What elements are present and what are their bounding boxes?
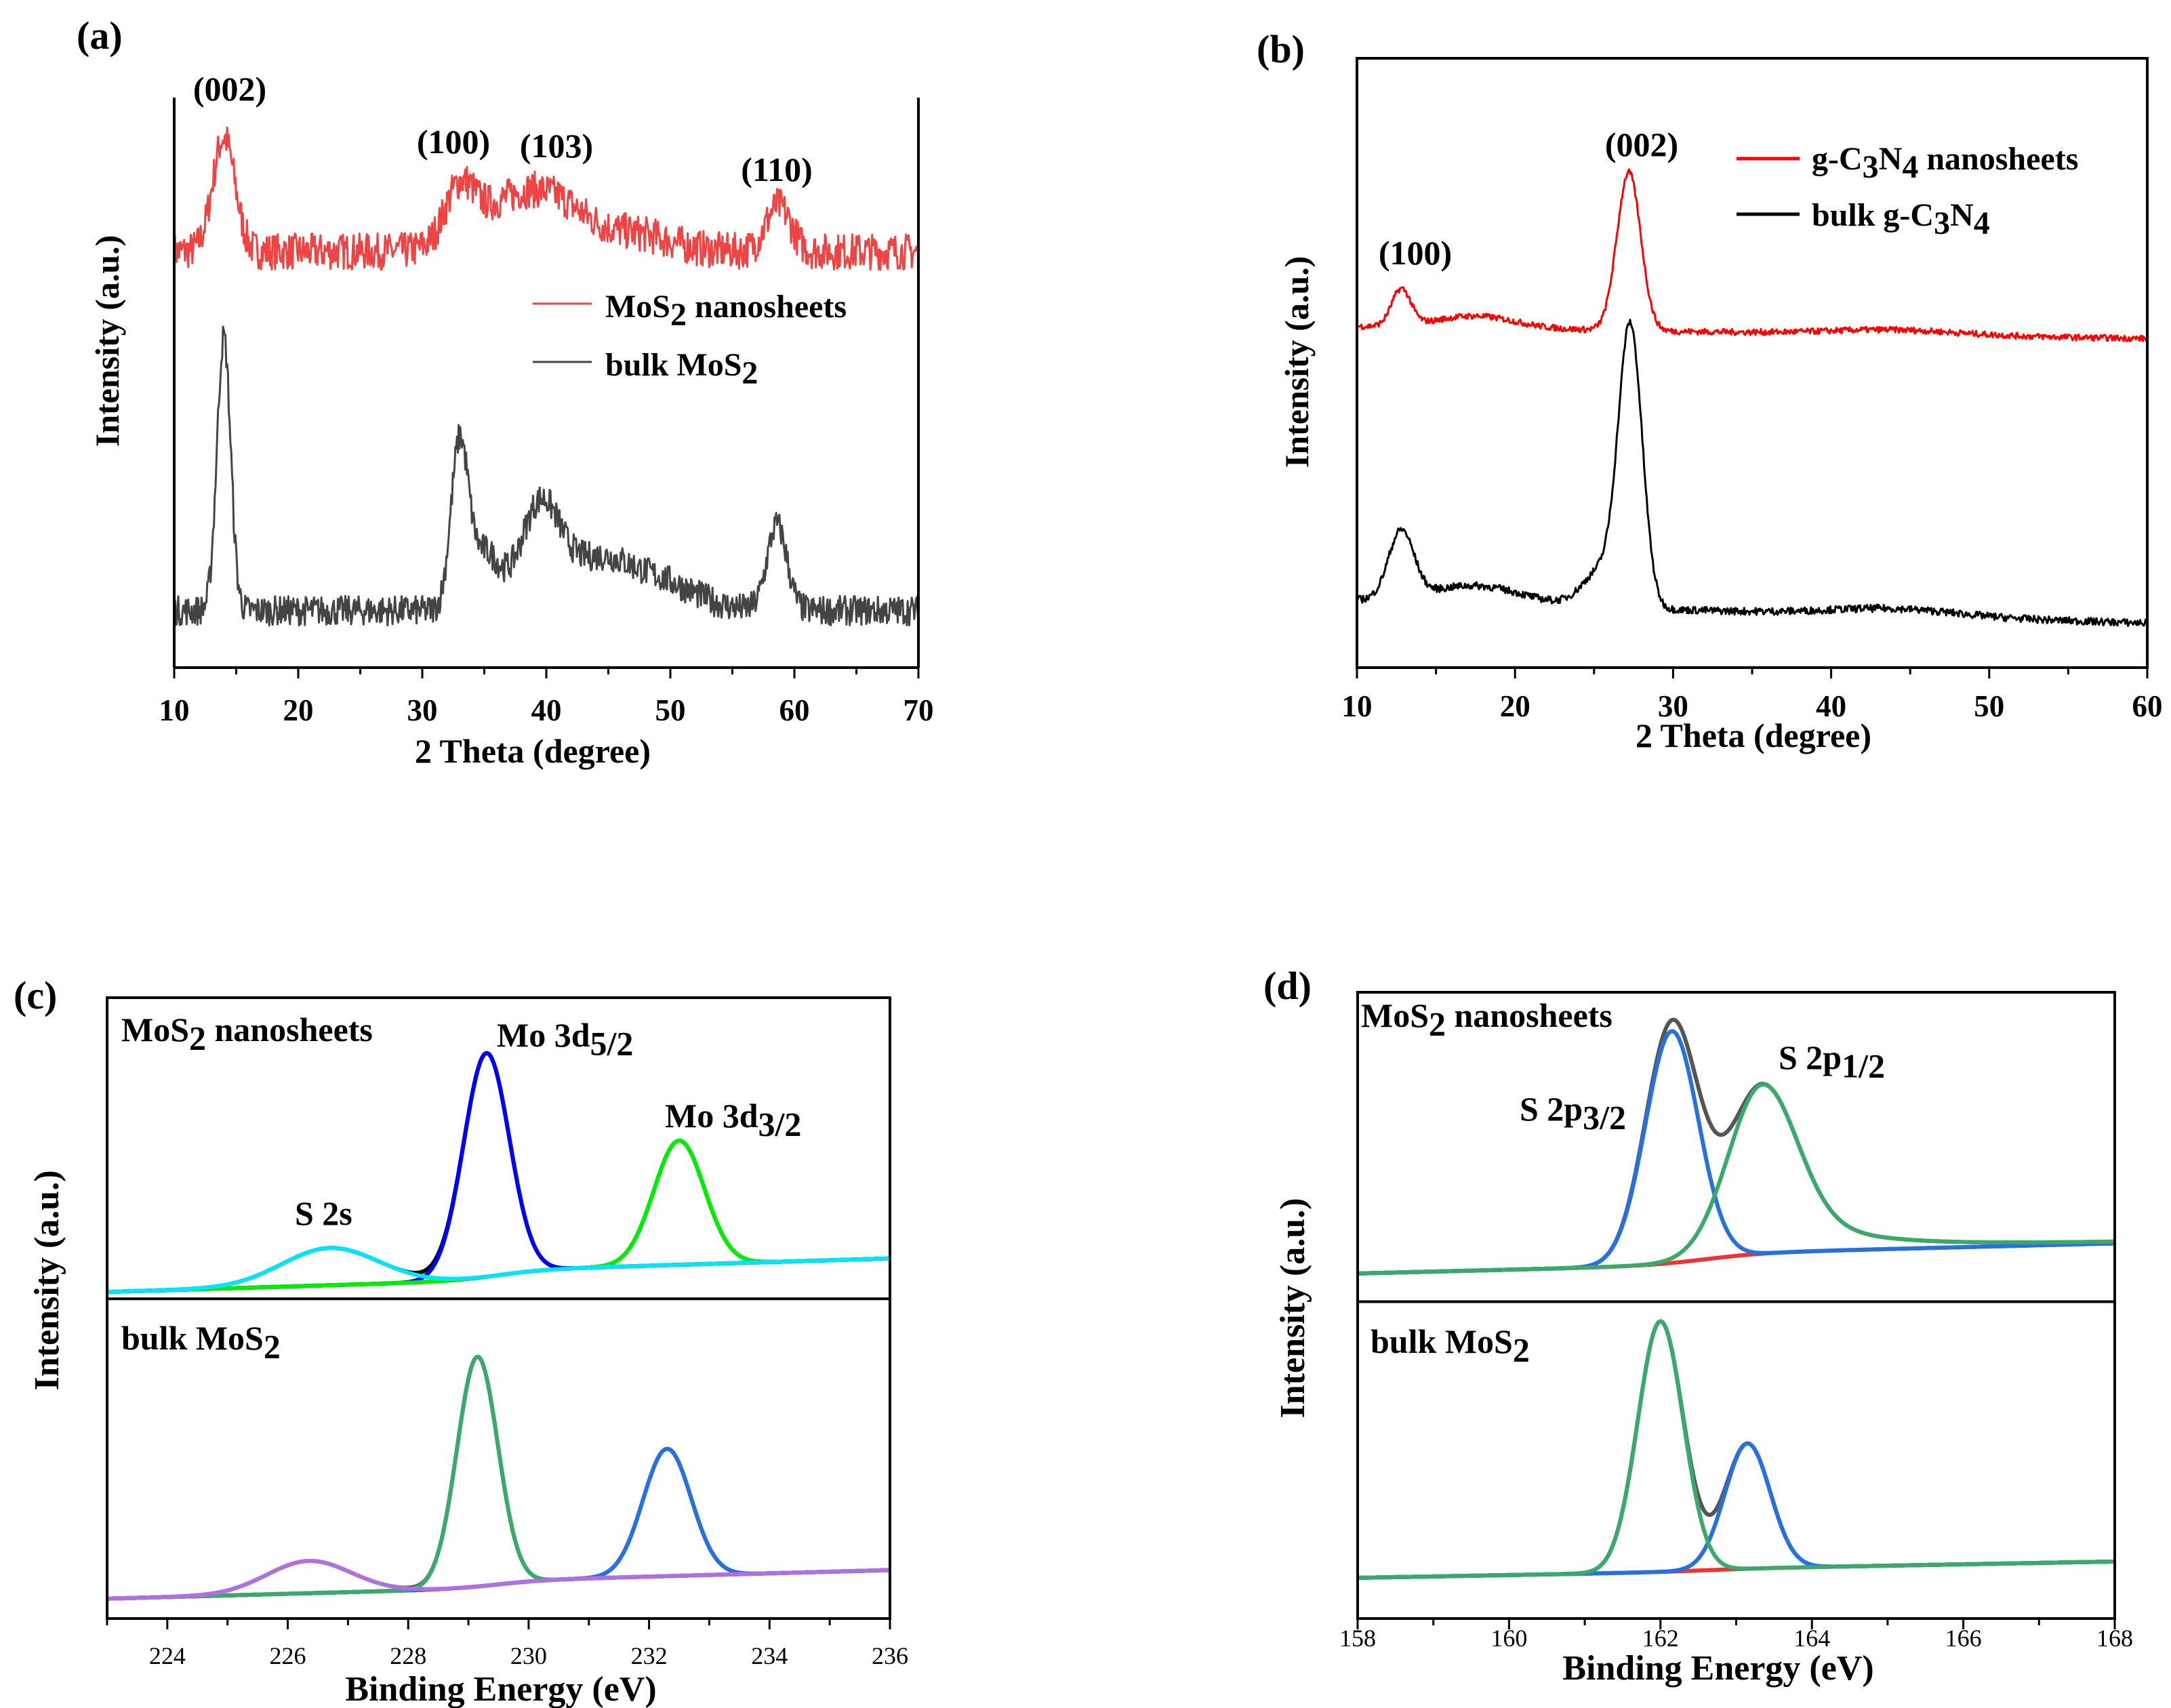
plot-frame (106, 996, 891, 1620)
x-tick-label: 230 (510, 1642, 547, 1669)
legend-label: MoS2​ nanosheets (605, 289, 847, 333)
series-line-bulk-s-2p1-2-component (1356, 1441, 2116, 1580)
series-line-mos2-nanosheets (173, 126, 920, 271)
panel-b: 10 20 30 40 50 60 (b) 2 Theta (degree) Intensity… (1257, 27, 2163, 754)
series-line-s-2p3-2-component (1356, 1029, 2116, 1276)
x-axis-title: 2 Theta (degree) (415, 732, 651, 770)
peak-annotation: MoS2​ nanosheets (121, 1011, 373, 1057)
x-tick-label: 20 (283, 693, 314, 727)
plot-frame (1356, 991, 2116, 1620)
peak-annotation: S 2s (295, 1194, 352, 1232)
series-line-bulk-s-2s-component (106, 1559, 891, 1601)
legend-label: bulk MoS2​ (605, 347, 758, 391)
x-tick-label: 20 (1500, 689, 1530, 723)
x-tick-label: 50 (655, 693, 686, 727)
panel-d: 158 160 162 164 166 168 (d) Binding Energy (eV)… (1263, 964, 2133, 1688)
x-tick-label: 40 (531, 693, 562, 727)
x-tick-label: 30 (407, 693, 438, 727)
x-tick-label: 234 (751, 1642, 788, 1669)
x-tick-label: 60 (779, 693, 810, 727)
x-axis-title: Binding Energy (eV) (1562, 1649, 1873, 1688)
peak-annotation: bulk MoS2​ (121, 1319, 281, 1366)
peak-annotation: (002) (193, 70, 266, 108)
x-tick-label: 166 (1945, 1625, 1982, 1652)
x-tick-label: 60 (2132, 689, 2163, 723)
x-tick-label: 226 (270, 1642, 306, 1669)
series-line-mo-3d3-2-component (106, 1138, 891, 1295)
series-line-bulk-mo-3d5-2-component (106, 1354, 891, 1601)
series-line-g-c3n4-nanosheets (1356, 168, 2149, 342)
panel-label: (c) (14, 973, 57, 1017)
series-line-bulk-mo-3d3-2-component (106, 1446, 891, 1601)
x-tick-label: 10 (1342, 689, 1373, 723)
x-tick-label: 228 (390, 1642, 426, 1669)
series-line-bulk-envelope (106, 1354, 891, 1601)
peak-annotation: (103) (520, 127, 593, 165)
x-tick-label: 224 (149, 1642, 186, 1669)
x-axis-title: Binding Energy (eV) (345, 1670, 656, 1708)
x-tick-label: 160 (1490, 1625, 1527, 1652)
peak-annotation: Mo 3d5/2​ (497, 1016, 633, 1063)
series-line-bulk-g-c3n4 (1356, 319, 2149, 627)
legend-label: bulk g-C3​N4​ (1812, 197, 1990, 241)
y-axis-title: Intensity (a.u.) (1278, 256, 1316, 468)
y-axis-title: Intensity (a.u.) (28, 1170, 66, 1390)
peak-annotation: MoS2​ nanosheets (1361, 996, 1612, 1043)
panel-a: 10 20 30 40 50 60 70 (a) 2 Theta (degree) Intensi… (77, 14, 934, 770)
peak-annotation: (100) (1379, 234, 1452, 272)
panel-label: (a) (77, 14, 123, 58)
x-tick-label: 164 (1793, 1625, 1830, 1652)
x-tick-label: 30 (1658, 689, 1688, 723)
series-line-bulk-mos2 (173, 325, 920, 627)
x-tick-label: 168 (2096, 1625, 2133, 1652)
x-tick-label: 10 (159, 693, 190, 727)
x-tick-label: 236 (872, 1642, 908, 1669)
peak-annotation: (002) (1605, 125, 1678, 163)
peak-annotation: (110) (741, 150, 813, 188)
x-tick-label: 70 (904, 693, 934, 727)
series-line-s-2p1-2-component (1356, 1082, 2116, 1276)
peak-annotation: (100) (417, 123, 490, 161)
peak-annotation: S 2p3/2​ (1520, 1090, 1626, 1137)
x-tick-label: 40 (1816, 689, 1846, 723)
panel-label: (d) (1263, 964, 1312, 1008)
x-tick-label: 158 (1339, 1625, 1376, 1652)
series-line-mo-3d5-2-component (106, 1051, 891, 1295)
peak-annotation: bulk MoS2​ (1371, 1322, 1530, 1369)
x-tick-label: 162 (1642, 1625, 1679, 1652)
y-axis-title: Intensity (a.u.) (1274, 1198, 1312, 1418)
peak-annotation: Mo 3d3/2​ (665, 1097, 801, 1143)
series-line-s-2s-component (106, 1246, 891, 1295)
x-tick-label: 50 (1974, 689, 2004, 723)
legend-label: g-C3​N4​ nanosheets (1812, 141, 2078, 185)
series-line-nanosheets-envelope (1356, 1017, 2116, 1276)
panel-label: (b) (1257, 27, 1305, 71)
series-line-bulk-s-2p3-2-component (1356, 1319, 2116, 1580)
x-tick-label: 232 (631, 1642, 668, 1669)
x-axis-title: 2 Theta (degree) (1636, 716, 1871, 754)
peak-annotation: S 2p1/2​ (1779, 1038, 1885, 1085)
y-axis-title: Intensity (a.u.) (88, 235, 126, 447)
panel-c: 224 226 228 230 232 234 236 (c) Binding Energy (… (14, 973, 908, 1708)
